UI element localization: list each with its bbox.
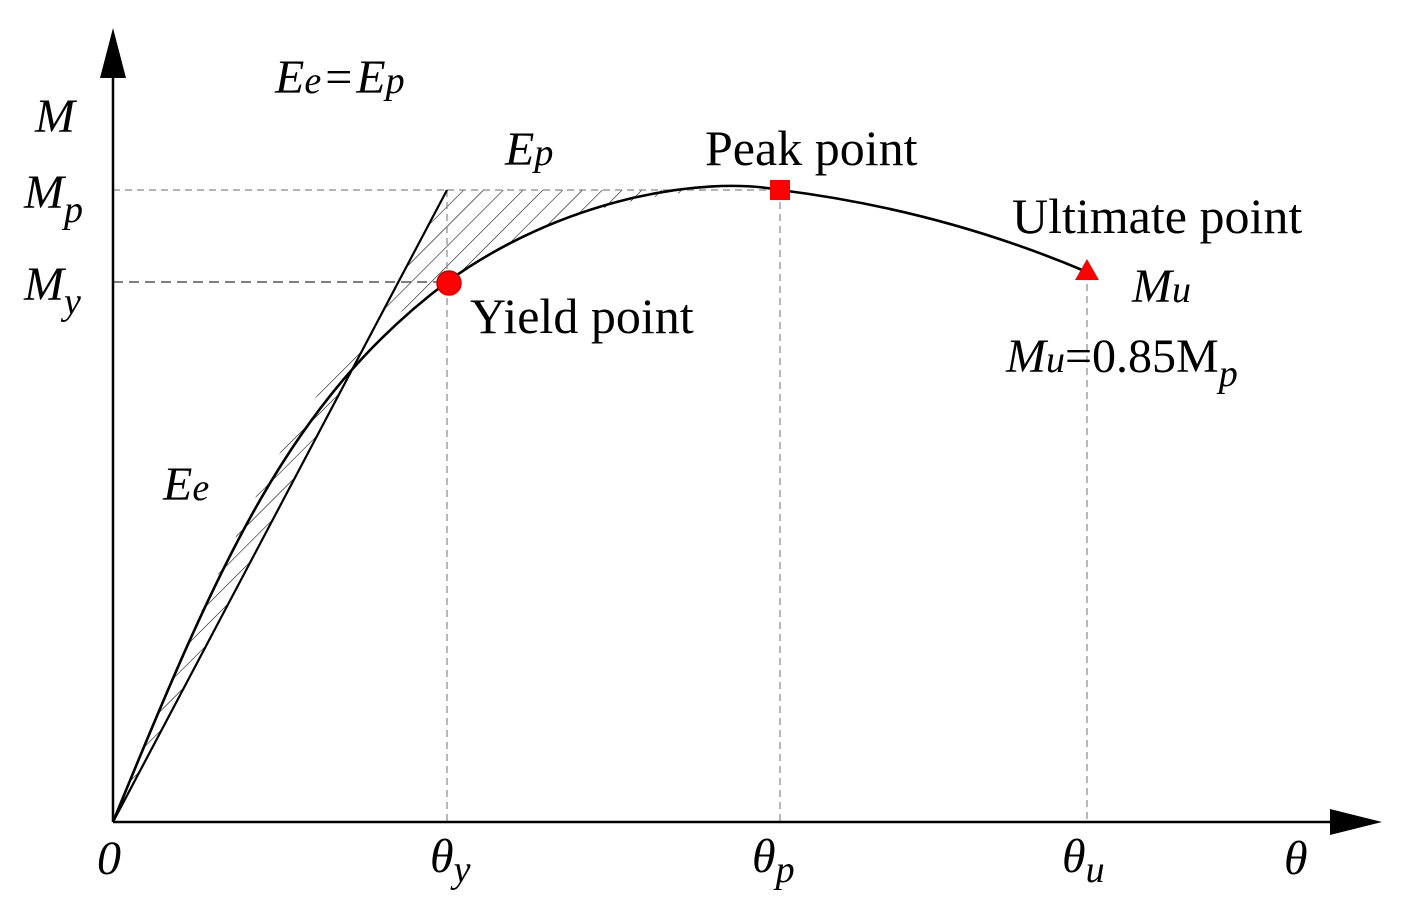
theta-p-tick-label: θp <box>752 830 795 891</box>
ultimate-point-label: Ultimate point <box>1012 188 1302 244</box>
hatched-area-upper <box>372 190 708 332</box>
origin-label: 0 <box>97 832 121 885</box>
x-axis-label: θ <box>1284 832 1308 885</box>
energy-equation: Ee=Ep <box>274 51 405 104</box>
yield-point-label: Yield point <box>470 288 694 344</box>
mu-equation: Mu=0.85Mp <box>1005 330 1238 395</box>
x-axis-arrow <box>1330 809 1382 835</box>
ee-label: Ee <box>162 458 209 511</box>
mu-label: Mu <box>1131 260 1191 313</box>
ultimate-point-marker <box>1075 259 1099 280</box>
theta-u-tick-label: θu <box>1062 830 1105 891</box>
secant-line <box>112 189 448 823</box>
axes <box>111 60 1340 824</box>
ep-label: Ep <box>504 123 553 176</box>
mp-tick-label: Mp <box>23 166 83 231</box>
peak-point-label: Peak point <box>705 120 918 176</box>
moment-rotation-curve <box>111 184 1088 823</box>
y-axis-label: M <box>34 90 78 143</box>
theta-y-tick-label: θy <box>430 830 471 891</box>
my-tick-label: My <box>23 258 81 323</box>
y-axis-arrow <box>100 28 126 78</box>
guide-lines <box>113 189 1088 822</box>
peak-point-marker <box>770 180 790 200</box>
yield-point-marker <box>436 270 462 296</box>
